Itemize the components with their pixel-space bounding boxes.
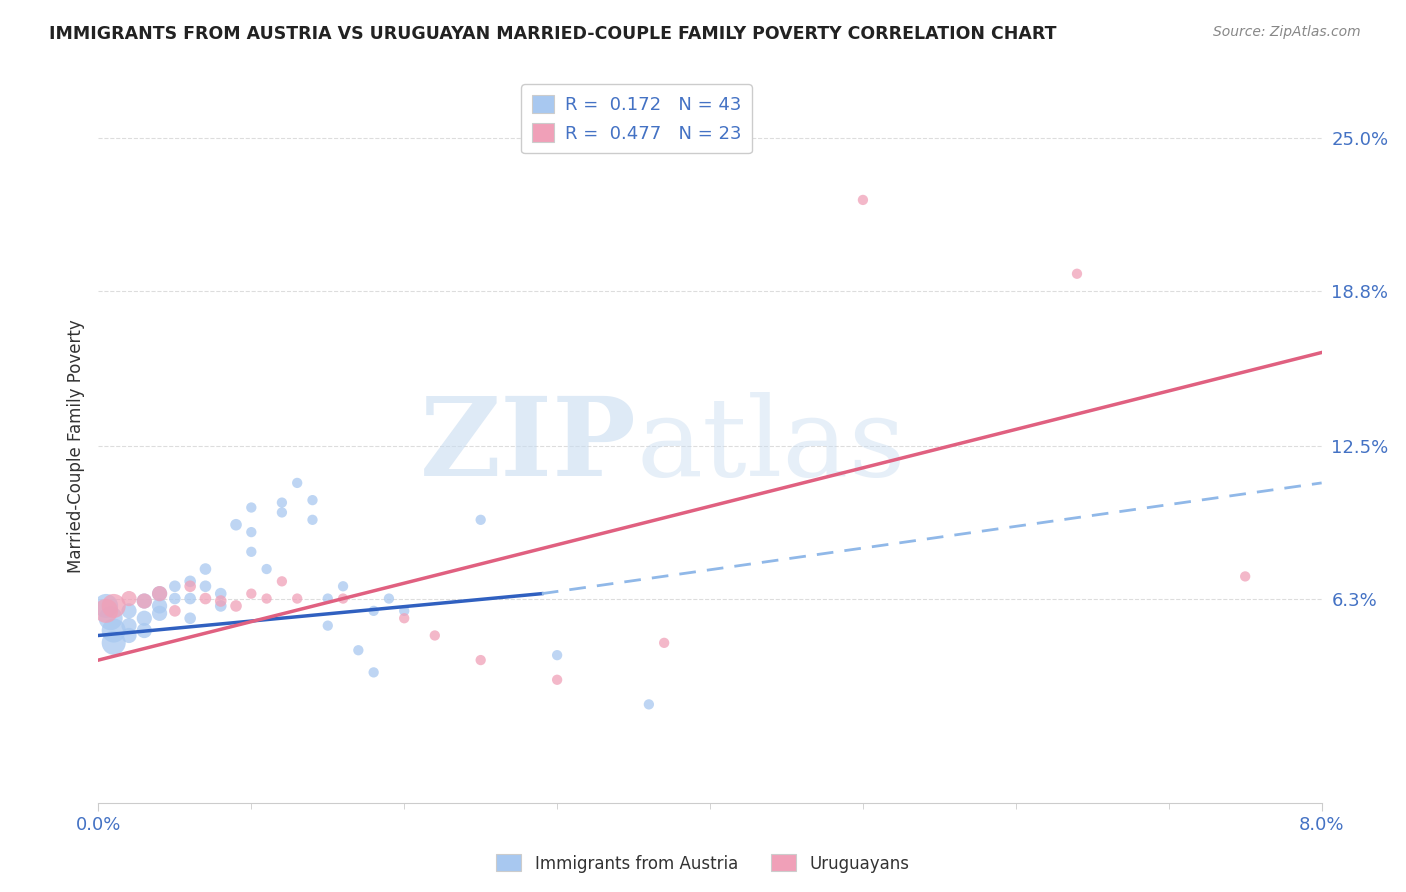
Point [423, 628, 446, 642]
Point [103, 624, 125, 638]
Point [240, 587, 263, 601]
Point [179, 591, 201, 606]
Y-axis label: Married-Couple Family Poverty: Married-Couple Family Poverty [66, 319, 84, 573]
Point [163, 591, 186, 606]
Point [103, 636, 125, 650]
Point [209, 599, 232, 613]
Point [179, 611, 201, 625]
Point [194, 591, 217, 606]
Point [179, 579, 201, 593]
Point [392, 611, 416, 625]
Point [94, 604, 117, 618]
Text: IMMIGRANTS FROM AUSTRIA VS URUGUAYAN MARRIED-COUPLE FAMILY POVERTY CORRELATION C: IMMIGRANTS FROM AUSTRIA VS URUGUAYAN MAR… [49, 25, 1057, 43]
Point [316, 591, 339, 606]
Point [149, 607, 172, 621]
Point [316, 618, 339, 632]
Point [270, 495, 294, 509]
Point [270, 574, 294, 589]
Point [100, 611, 122, 625]
Point [1066, 267, 1088, 281]
Point [149, 587, 172, 601]
Point [332, 591, 354, 606]
Point [270, 505, 294, 519]
Legend: Immigrants from Austria, Uruguayans: Immigrants from Austria, Uruguayans [489, 847, 917, 880]
Point [240, 525, 263, 540]
Point [332, 579, 354, 593]
Point [470, 653, 492, 667]
Point [118, 591, 141, 606]
Point [546, 673, 568, 687]
Point [149, 587, 172, 601]
Point [103, 599, 125, 613]
Point [301, 493, 323, 508]
Point [347, 643, 370, 657]
Point [134, 611, 156, 625]
Point [118, 604, 141, 618]
Point [194, 562, 217, 576]
Point [240, 545, 263, 559]
Point [285, 475, 308, 490]
Point [209, 594, 232, 608]
Point [163, 604, 186, 618]
Point [194, 579, 217, 593]
Point [363, 665, 385, 680]
Point [363, 604, 385, 618]
Point [470, 513, 492, 527]
Point [225, 599, 247, 613]
Point [285, 591, 308, 606]
Point [256, 591, 278, 606]
Point [240, 500, 263, 515]
Point [852, 193, 875, 207]
Point [134, 594, 156, 608]
Point [134, 624, 156, 638]
Point [118, 628, 141, 642]
Point [118, 618, 141, 632]
Point [546, 648, 568, 662]
Point [209, 587, 232, 601]
Point [637, 698, 661, 712]
Point [94, 599, 117, 613]
Legend: R =  0.172   N = 43, R =  0.477   N = 23: R = 0.172 N = 43, R = 0.477 N = 23 [522, 84, 752, 153]
Point [392, 604, 416, 618]
Point [163, 579, 186, 593]
Text: atlas: atlas [637, 392, 907, 500]
Point [1234, 569, 1257, 583]
Point [134, 594, 156, 608]
Point [149, 599, 172, 613]
Point [179, 574, 201, 589]
Point [256, 562, 278, 576]
Point [301, 513, 323, 527]
Point [225, 517, 247, 532]
Text: ZIP: ZIP [420, 392, 637, 500]
Text: Source: ZipAtlas.com: Source: ZipAtlas.com [1213, 25, 1361, 39]
Point [652, 636, 675, 650]
Point [378, 591, 401, 606]
